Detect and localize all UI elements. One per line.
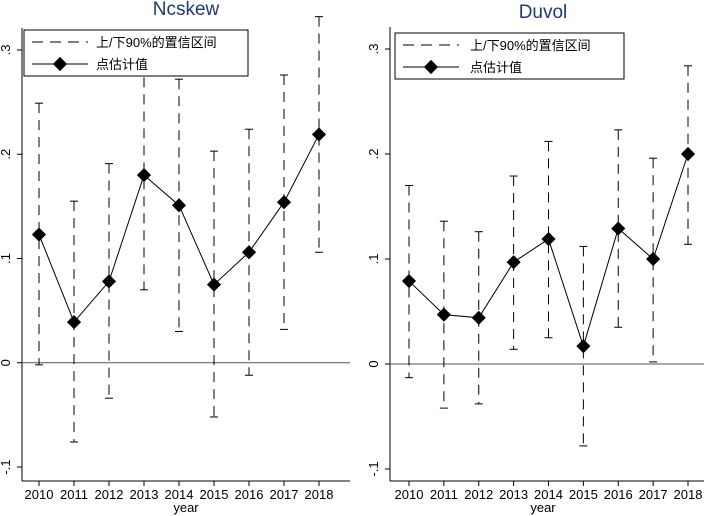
legend-ci-label: 上/下90%的置信区间 [470, 38, 591, 53]
point-estimate-marker [401, 273, 417, 289]
x-tick-label: 2010 [395, 487, 424, 502]
y-tick-label: .1 [366, 254, 381, 265]
point-estimate-marker [436, 307, 451, 322]
legend-point-marker [52, 56, 68, 72]
x-tick-label: 2012 [95, 487, 124, 502]
y-tick-label: 0 [0, 359, 13, 366]
point-estimate-marker [276, 195, 292, 210]
x-tick-label: 2012 [464, 487, 493, 502]
chart-panel-ncskew: Ncskew -.1 0 .1 .2 .3 2010 2011 2012 2013 2014 201… [0, 0, 350, 515]
legend-point-label: 点估计值 [470, 60, 522, 75]
x-tick-label: 2015 [200, 487, 229, 502]
y-tick-label: 0 [366, 360, 381, 367]
y-tick-label: .3 [366, 44, 381, 55]
point-estimate-marker [311, 127, 327, 142]
y-tick-label: -.1 [366, 461, 381, 476]
x-tick-label: 2011 [430, 487, 458, 502]
legend: 上/下90%的置信区间 点估计值 [394, 32, 625, 80]
point-estimate-marker [471, 310, 486, 325]
x-axis-label: year [530, 500, 556, 515]
point-estimate-marker [66, 315, 82, 330]
point-estimate-marker [506, 255, 521, 270]
x-tick-label: 2018 [305, 487, 334, 502]
x-tick-label: 2016 [235, 487, 264, 502]
point-estimate-marker [611, 221, 626, 236]
point-estimate-marker [576, 339, 591, 354]
x-tick-label: 2010 [25, 487, 54, 502]
y-tick-label: .1 [0, 253, 13, 264]
point-estimate-marker [646, 251, 661, 267]
x-tick-label: 2014 [165, 487, 194, 502]
x-tick-label: 2014 [534, 487, 563, 502]
legend: 上/下90%的置信区间 点估计值 [23, 29, 249, 77]
point-estimate-marker [241, 245, 257, 260]
point-estimate-marker [101, 274, 117, 289]
chart-title: Duvol [519, 2, 568, 23]
x-tick-label: 2011 [60, 487, 88, 502]
y-tick-label: .2 [366, 149, 381, 160]
y-tick-label: -.1 [0, 459, 13, 474]
y-tick-label: .2 [0, 149, 13, 160]
x-tick-label: 2016 [604, 487, 633, 502]
x-tick-label: 2017 [639, 487, 668, 502]
point-estimate-marker [680, 146, 696, 162]
chart-title: Ncskew [153, 0, 220, 20]
y-tick-label: .3 [0, 45, 13, 56]
chart-panel-duvol: Duvol -.1 0 .1 .2 .3 2010 2011 2012 2013 2014 2015… [366, 2, 704, 515]
x-tick-label: 2015 [569, 487, 598, 502]
point-estimate-marker [206, 277, 222, 292]
point-estimate-marker [541, 231, 556, 247]
point-estimate-marker [136, 168, 152, 183]
x-tick-label: 2018 [674, 487, 703, 502]
plot-area: -.1 0 .1 .2 .3 2010 2011 2012 2013 2014 2015 2016 20… [366, 27, 704, 502]
plot-area: -.1 0 .1 .2 .3 2010 2011 2012 2013 2014 2015 2016 20… [0, 16, 350, 502]
x-tick-label: 2013 [130, 487, 159, 502]
x-tick-label: 2017 [270, 487, 299, 502]
x-axis-label: year [173, 500, 199, 515]
point-estimate-marker [171, 198, 187, 213]
x-tick-label: 2013 [499, 487, 528, 502]
legend-ci-label: 上/下90%的置信区间 [96, 35, 217, 50]
legend-point-label: 点估计值 [96, 57, 148, 72]
legend-point-marker [423, 59, 439, 75]
